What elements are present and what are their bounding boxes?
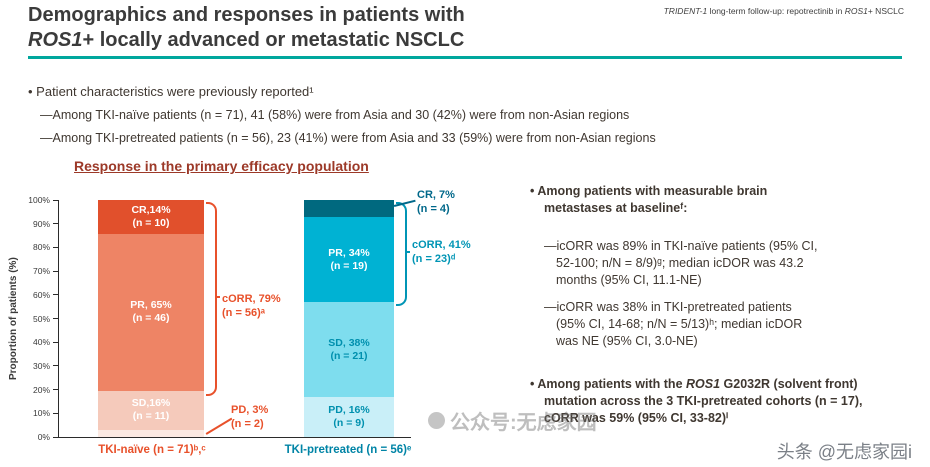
bullet-g2032r-mutation: • Among patients with the ROS1 G2032R (s…: [530, 376, 892, 427]
chart-title: Response in the primary efficacy populat…: [74, 158, 369, 174]
segment-label-line2: (n = 46): [132, 312, 170, 325]
y-axis: 100% 90% 80% 70% 60% 50% 40% 30% 20% 10% 0%: [0, 195, 58, 442]
x-label-tki-pretreated: TKI-pretreated (n = 56)ᵉ: [284, 444, 412, 456]
annotation-corr-pretreated-line2: (n = 23)ᵈ: [412, 253, 456, 265]
y-tick-mark: [53, 365, 58, 367]
bullet-g2032r-pre: • Among patients with the: [530, 377, 686, 391]
y-tick-label: 100%: [28, 195, 50, 205]
plot-area: SD,16% (n = 11) PR, 65% (n = 46) CR,14% (n = …: [58, 200, 411, 438]
y-tick-label: 40%: [32, 337, 50, 348]
bar-tki-pretreated: PD, 16% (n = 9) SD, 38% (n = 21) PR, 34% (n =…: [304, 200, 394, 437]
y-tick-mark: [53, 436, 58, 438]
corr-pretreated-brace-nub: [405, 251, 410, 253]
y-tick-mark: [53, 318, 58, 319]
running-head-trial: TRIDENT-1: [663, 6, 708, 16]
bar-segment-tki-pretreated-pd: PD, 16% (n = 9): [304, 397, 394, 437]
segment-label-line1: PR, 65%: [130, 299, 172, 312]
annotation-corr-naive: cORR, 79% (n = 56)ᵃ: [222, 292, 281, 320]
segment-label-line1: SD, 38%: [328, 336, 370, 349]
y-tick-label: 80%: [32, 242, 50, 253]
bullet-patient-characteristics: • Patient characteristics were previousl…: [28, 84, 314, 99]
running-head-ros1-italic: ROS1: [844, 6, 868, 16]
bullet-brain-metastases: • Among patients with measurable brain m…: [530, 184, 768, 215]
segment-label-line1: CR,14%: [131, 203, 171, 216]
bullet-icorr-pretreated: —icORR was 38% in TKI-pretreated patient…: [544, 300, 803, 348]
y-tick-mark: [53, 246, 58, 248]
y-tick-mark: [53, 199, 58, 201]
bar-segment-tki-pretreated-sd: SD, 38% (n = 21): [304, 302, 394, 398]
bar-segment-tki-naive-pd: [98, 429, 204, 437]
bar-segment-tki-naive-sd: SD,16% (n = 11): [98, 391, 204, 430]
page-title: Demographics and responses in patients w…: [28, 3, 465, 53]
segment-label-line1: SD,16%: [131, 397, 171, 410]
bullet-g2032r-post: G2032R (solvent front) mutation across t…: [544, 377, 863, 425]
corr-naive-brace: [206, 202, 217, 396]
bullet-g2032r-ros1-italic: ROS1: [686, 377, 721, 391]
segment-label-line1: PR, 34%: [328, 246, 370, 259]
bar-segment-tki-pretreated-cr: [304, 200, 394, 218]
y-tick-label: 90%: [32, 218, 50, 229]
watermark-center: 公众号:无虑家园: [428, 406, 597, 435]
running-head: TRIDENT-1 long-term follow-up: repotrect…: [664, 6, 904, 16]
annotation-corr-pretreated: cORR, 41% (n = 23)ᵈ: [412, 238, 471, 266]
segment-label-line2: (n = 9): [333, 417, 365, 430]
running-head-mid: long-term follow-up: repotrectinib in: [707, 6, 845, 16]
page-title-line1: Demographics and responses in patients w…: [28, 4, 465, 26]
bar-segment-tki-pretreated-pr: PR, 34% (n = 19): [304, 217, 394, 303]
watermark-logo-icon: [428, 412, 445, 429]
corr-naive-brace-nub: [215, 296, 220, 298]
annotation-corr-naive-line1: cORR, 79%: [222, 293, 281, 305]
segment-label-line2: (n = 10): [132, 216, 170, 229]
y-tick-label: 0%: [37, 432, 50, 442]
y-tick-label: 30%: [32, 360, 50, 371]
bar-segment-tki-naive-pr: PR, 65% (n = 46): [98, 233, 204, 392]
y-tick-mark: [53, 270, 58, 272]
segment-label-line1: PD, 16%: [328, 404, 370, 417]
bullet-tki-pretreated-regions: —Among TKI-pretreated patients (n = 56),…: [40, 131, 656, 145]
annotation-pd-naive-line1: PD, 3%: [231, 404, 269, 416]
watermark-bottom-right: 头条 @无虑家园i: [776, 442, 912, 462]
x-label-tki-naive: TKI-naïve (n = 71)ᵇ,ᶜ: [98, 444, 206, 456]
y-tick-mark: [53, 223, 58, 225]
annotation-corr-pretreated-line1: cORR, 41%: [412, 239, 471, 251]
y-tick-mark: [53, 389, 58, 391]
page-title-ros1-italic: ROS1: [28, 29, 83, 51]
y-tick-label: 60%: [32, 289, 50, 300]
annotation-cr-pretreated-line1: CR, 7%: [417, 189, 455, 201]
segment-label-line2: (n = 21): [330, 349, 368, 362]
page-title-line2-rest: + locally advanced or metastatic NSCLC: [82, 29, 465, 51]
bar-segment-tki-naive-cr: CR,14% (n = 10): [98, 200, 204, 234]
y-tick-label: 20%: [32, 384, 50, 395]
watermark-center-text: 公众号:无虑家园: [450, 412, 597, 434]
bullet-tki-naive-regions: —Among TKI-naïve patients (n = 71), 41 (…: [40, 108, 630, 122]
y-tick-mark: [53, 341, 58, 343]
annotation-corr-naive-line2: (n = 56)ᵃ: [222, 307, 265, 319]
y-tick-mark: [53, 294, 58, 296]
annotation-cr-pretreated: CR, 7% (n = 4): [417, 188, 455, 216]
corr-pretreated-brace: [396, 202, 407, 306]
y-tick-label: 70%: [32, 266, 50, 277]
annotation-pd-naive-line2: (n = 2): [231, 418, 264, 430]
segment-label-line2: (n = 19): [330, 259, 368, 272]
y-tick-label: 50%: [32, 313, 50, 324]
teal-divider: [28, 56, 902, 59]
bar-tki-naive: SD,16% (n = 11) PR, 65% (n = 46) CR,14% (n = …: [98, 200, 204, 437]
y-tick-label: 10%: [32, 408, 50, 419]
annotation-pd-naive: PD, 3% (n = 2): [231, 403, 268, 431]
y-tick-mark: [53, 412, 58, 414]
page-title-line2: ROS1+ locally advanced or metastatic NSC…: [28, 28, 465, 53]
running-head-end: + NSCLC: [867, 6, 904, 16]
annotation-cr-pretreated-line2: (n = 4): [417, 203, 450, 215]
bullet-icorr-naive: —icORR was 89% in TKI-naïve patients (95…: [544, 239, 818, 287]
segment-label-line2: (n = 11): [132, 410, 170, 423]
